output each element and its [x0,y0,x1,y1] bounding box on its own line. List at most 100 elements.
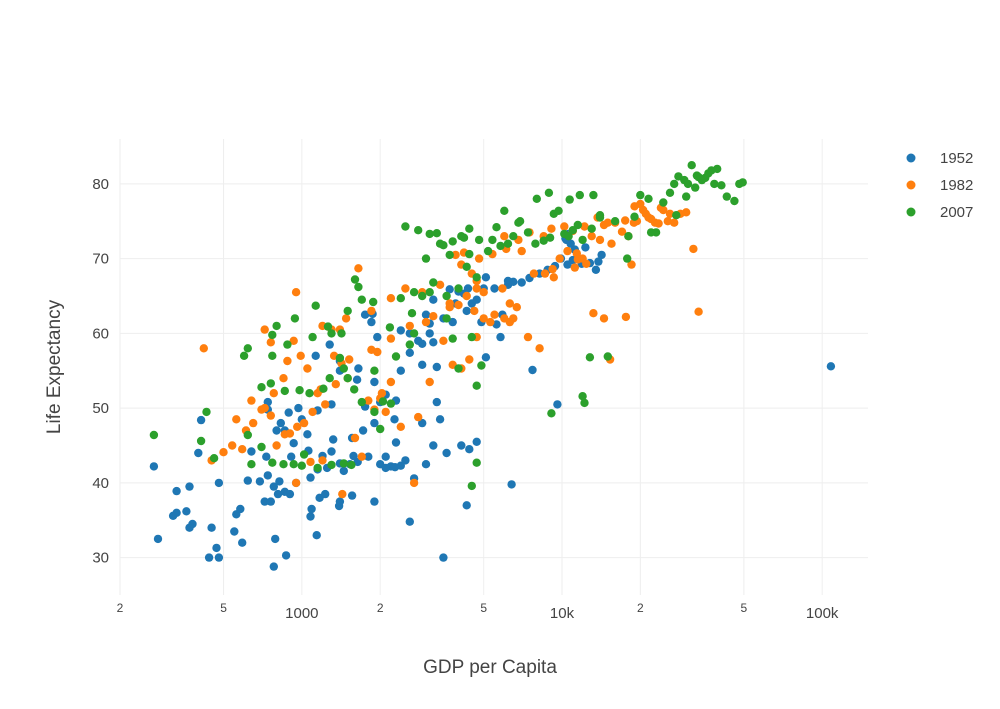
data-point [432,397,441,407]
data-point [238,445,247,454]
data-point [268,330,277,340]
data-point [465,224,474,233]
data-point [454,300,463,310]
data-point [357,397,366,407]
x-tick-label: 1000 [285,605,318,622]
legend[interactable]: 1952 1982 2007 [906,150,974,221]
data-point [512,303,521,312]
data-point [339,364,348,373]
data-point [587,232,596,241]
data-point [553,400,562,409]
data-point [405,321,414,331]
data-point [477,361,486,370]
data-point [472,295,481,304]
data-point [296,351,305,360]
data-point [370,418,379,428]
data-point [599,314,609,323]
data-point [429,278,438,287]
data-point [595,213,605,222]
data-point [503,276,513,286]
data-point [295,386,304,395]
data-point [587,224,596,233]
y-axis-title: Life Expectancy [44,299,65,434]
data-point [172,486,181,496]
legend-item-1952[interactable]: 1952 [906,150,974,167]
data-point [289,336,298,345]
y-tick-label: 50 [92,400,109,417]
data-point [418,418,427,428]
data-point [610,217,620,226]
data-point [214,478,224,488]
data-point [492,223,501,232]
data-point [682,192,691,201]
data-point [168,511,178,520]
data-point [585,353,595,362]
data-point [407,309,417,318]
data-point [429,441,438,450]
data-point [325,340,334,349]
data-point [303,364,312,373]
data-point [354,364,363,373]
data-point [318,456,327,465]
data-point [319,384,328,393]
data-point [370,497,379,506]
legend-item-2007[interactable]: 2007 [906,204,974,221]
data-point [370,366,379,375]
data-point [345,355,354,364]
data-point [327,400,336,409]
data-point [247,447,256,456]
data-point [472,437,481,446]
data-point [505,299,514,308]
data-point [269,562,278,571]
data-point [414,226,423,235]
data-point [540,269,550,278]
data-point [357,295,366,304]
data-point [517,278,526,287]
data-point [149,430,159,440]
data-point [474,254,484,263]
data-point [663,217,672,226]
data-point [204,553,214,562]
data-point [589,190,598,200]
legend-item-1982[interactable]: 1982 [906,177,974,194]
data-point [350,275,360,284]
data-point [644,194,653,203]
data-point [409,478,419,488]
data-point [517,246,526,256]
y-axis-ticks: 30 40 50 60 70 80 [92,176,109,567]
data-point [291,478,301,488]
data-point [236,504,245,514]
data-point [269,389,278,398]
data-point [199,344,208,353]
data-point [414,336,423,345]
x-tick-label: 5 [220,601,227,615]
data-point [463,284,473,293]
data-point [488,235,497,245]
data-point [391,438,401,447]
data-point [578,235,587,245]
data-point [327,447,336,456]
data-point [547,224,556,233]
data-point [354,282,363,292]
data-point [364,396,373,405]
data-point [214,553,224,562]
data-point [490,284,499,293]
data-point [710,179,719,189]
data-point [283,340,292,349]
data-point [272,426,281,435]
data-point [672,211,681,220]
data-point [528,365,537,375]
data-point [496,241,505,251]
data-point [539,236,548,245]
x-tick-label: 10k [550,605,575,622]
data-point [273,489,283,499]
data-point [185,482,194,491]
data-point [321,489,330,499]
legend-marker-icon [906,180,916,190]
data-point [682,208,691,217]
data-point [390,415,399,424]
data-point [462,291,471,301]
data-point [578,392,587,401]
data-point [597,250,606,260]
data-point [425,377,434,387]
